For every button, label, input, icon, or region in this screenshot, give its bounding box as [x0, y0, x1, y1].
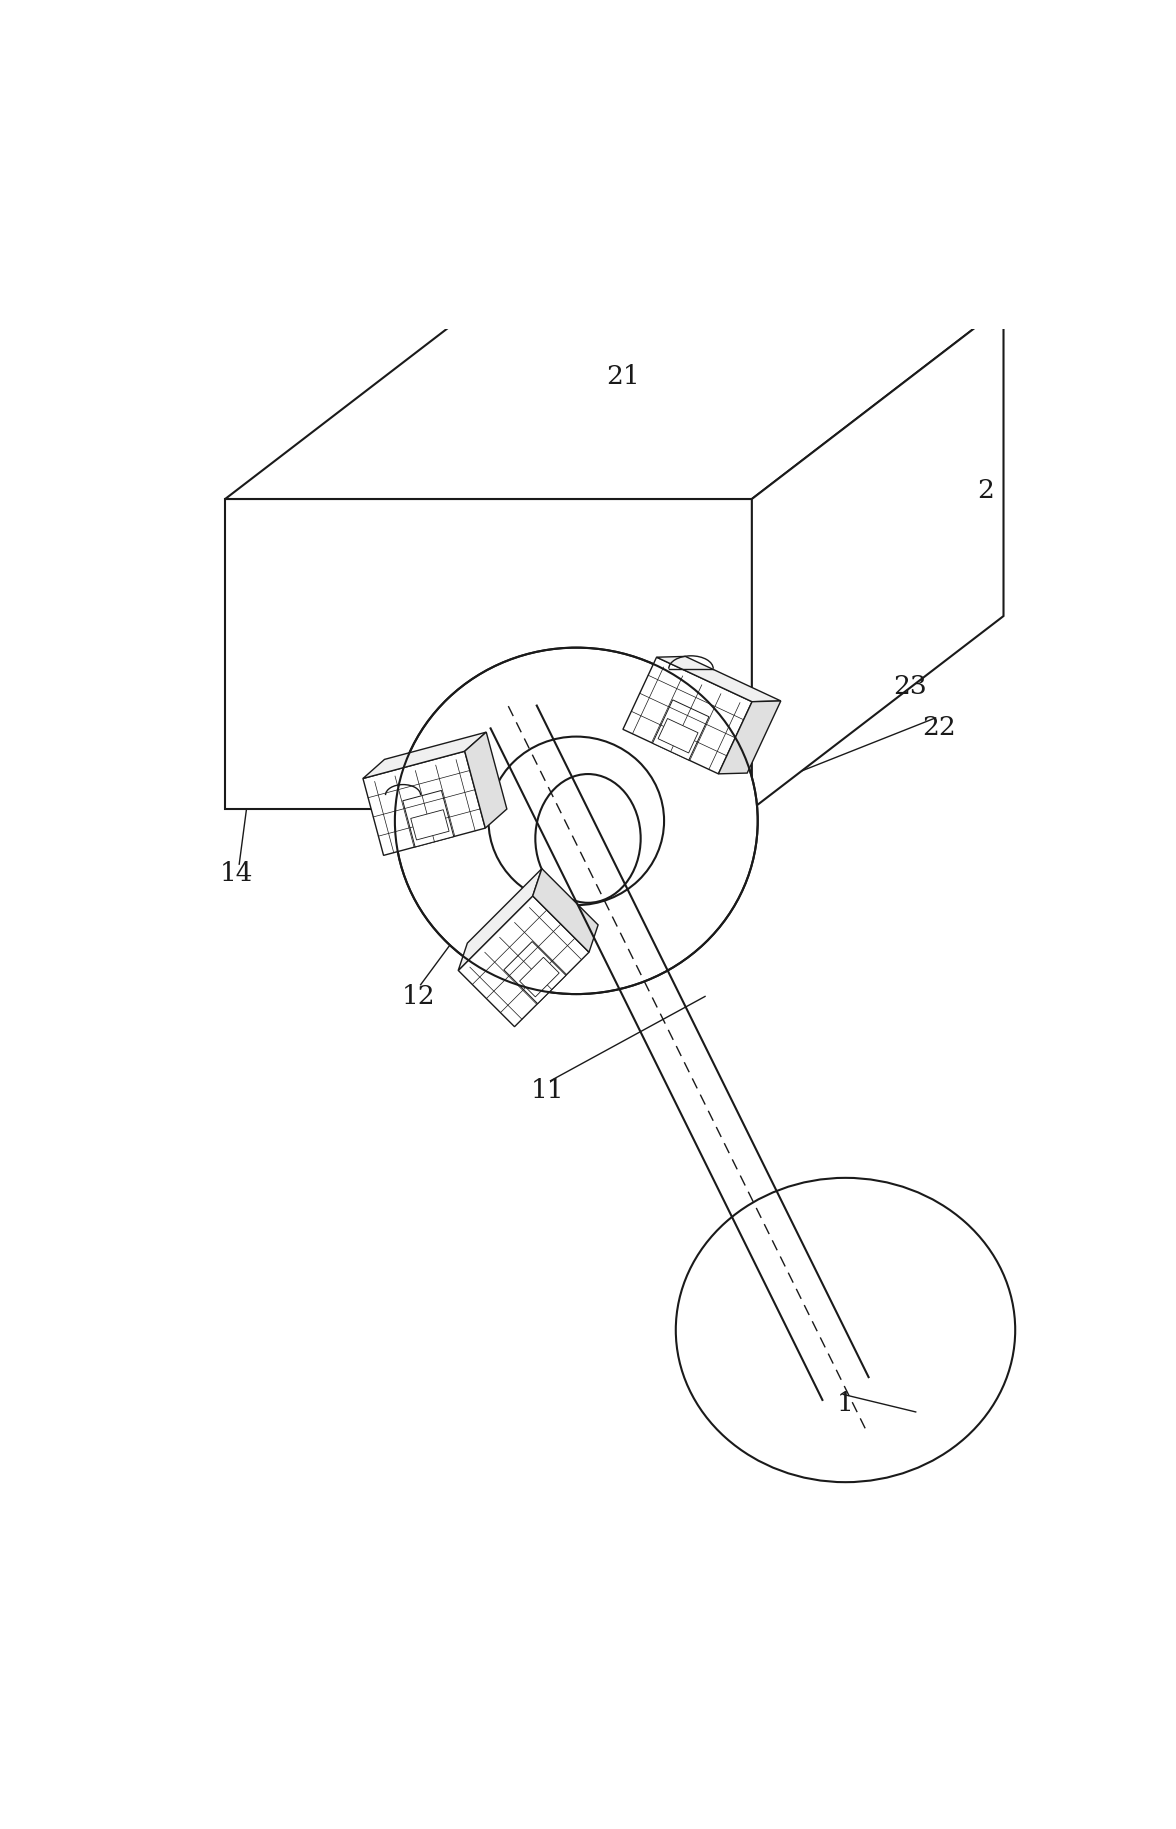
Polygon shape: [719, 701, 781, 774]
Text: 14: 14: [220, 861, 254, 885]
Polygon shape: [225, 305, 1003, 499]
Ellipse shape: [488, 737, 664, 905]
Polygon shape: [410, 810, 449, 840]
Polygon shape: [520, 957, 559, 997]
Ellipse shape: [395, 647, 757, 995]
Text: 23: 23: [893, 673, 927, 699]
Polygon shape: [225, 499, 751, 808]
Polygon shape: [465, 732, 507, 829]
Text: 11: 11: [530, 1077, 563, 1103]
Polygon shape: [503, 942, 566, 1004]
Text: 2: 2: [977, 479, 995, 503]
Polygon shape: [363, 732, 486, 779]
Polygon shape: [659, 719, 699, 754]
Polygon shape: [656, 657, 781, 702]
Polygon shape: [623, 657, 751, 774]
Text: 21: 21: [607, 364, 640, 388]
Text: 1: 1: [837, 1392, 854, 1416]
Polygon shape: [751, 305, 1003, 808]
Polygon shape: [402, 790, 454, 847]
Polygon shape: [363, 752, 486, 856]
Text: 12: 12: [401, 984, 435, 1010]
Polygon shape: [653, 701, 709, 761]
Polygon shape: [533, 869, 599, 953]
Polygon shape: [459, 896, 589, 1026]
Ellipse shape: [535, 774, 641, 904]
Polygon shape: [459, 869, 542, 971]
Text: 22: 22: [922, 715, 956, 739]
